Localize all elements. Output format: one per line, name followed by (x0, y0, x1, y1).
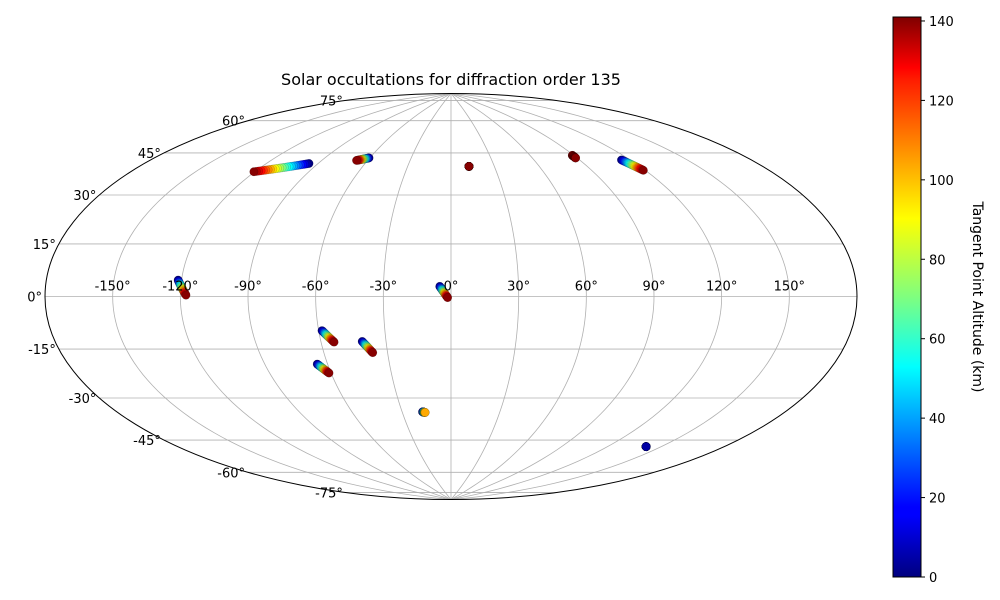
colorbar-tick-label: 0 (929, 571, 937, 586)
occultation-track (617, 155, 648, 175)
occultation-point (368, 348, 378, 358)
occultation-track (352, 153, 374, 165)
occultation-point (638, 165, 648, 175)
chart-title: Solar occultations for diffraction order… (281, 70, 621, 89)
occultation-track (312, 359, 334, 378)
occultation-track (641, 442, 651, 452)
map-boundary (44, 93, 858, 500)
colorbar-tick-label: 80 (929, 253, 946, 268)
colorbar-tick-label: 120 (929, 94, 954, 109)
lon-tick-label: -30° (369, 280, 397, 295)
longitude-tick-labels: -150° -120° -90° -60° -30° 0° 30° 60° 90° 120° 150… (95, 280, 805, 295)
occultation-point (420, 408, 430, 417)
occultation-point (181, 290, 191, 300)
lat-tick-label: -15° (28, 343, 56, 358)
colorbar-tick-label: 20 (929, 492, 946, 507)
occultation-track (357, 337, 378, 358)
colorbar (892, 16, 922, 578)
occultation-point (641, 442, 651, 452)
latitude-tick-labels: 75° 60° 45° 30° 15° 0° -15° -30° -45° -60° -75° (27, 94, 343, 501)
occultation-track (317, 326, 339, 347)
occultation-track (418, 407, 430, 417)
occultation-points (173, 150, 651, 452)
lat-tick-label: 45° (138, 147, 161, 162)
lon-tick-label: -150° (95, 280, 131, 295)
lat-tick-label: -30° (69, 392, 97, 407)
lat-tick-label: 15° (33, 238, 56, 253)
occultation-point (464, 161, 474, 171)
lon-tick-label: -90° (234, 280, 262, 295)
occultation-track (173, 275, 191, 300)
lon-tick-label: -60° (302, 280, 330, 295)
lon-tick-label: -120° (162, 280, 198, 295)
lon-tick-label: 60° (575, 280, 598, 295)
occultation-point (249, 167, 259, 177)
occultation-point (324, 368, 334, 378)
lat-tick-label: -45° (133, 434, 161, 449)
lon-tick-label: 150° (774, 280, 805, 295)
occultation-point (329, 337, 339, 347)
colorbar-ticks: 0 20 40 60 80 100 120 140 (921, 15, 954, 586)
colorbar-tick-label: 60 (929, 333, 946, 348)
colorbar-tick-label: 140 (929, 15, 954, 30)
occultation-track (249, 159, 314, 177)
lon-tick-label: 30° (507, 280, 530, 295)
lat-tick-label: 75° (320, 94, 343, 109)
occultation-track (435, 281, 453, 303)
occultation-point (352, 156, 361, 165)
occultation-track (567, 150, 581, 163)
lat-tick-label: -75° (315, 487, 343, 502)
lat-tick-label: 30° (73, 189, 96, 204)
occultation-point (443, 293, 453, 303)
occultation-track (464, 161, 474, 171)
colorbar-tick-label: 40 (929, 412, 946, 427)
lat-tick-label: 0° (27, 291, 42, 306)
colorbar-label: Tangent Point Altitude (km) (969, 200, 985, 392)
occultation-point (571, 153, 581, 163)
colorbar-tick-label: 100 (929, 174, 954, 189)
lat-tick-label: 60° (222, 115, 245, 130)
lat-tick-label: -60° (217, 466, 245, 481)
lon-tick-label: 90° (642, 280, 665, 295)
lon-tick-label: 120° (706, 280, 737, 295)
lon-tick-label: 0° (444, 280, 459, 295)
